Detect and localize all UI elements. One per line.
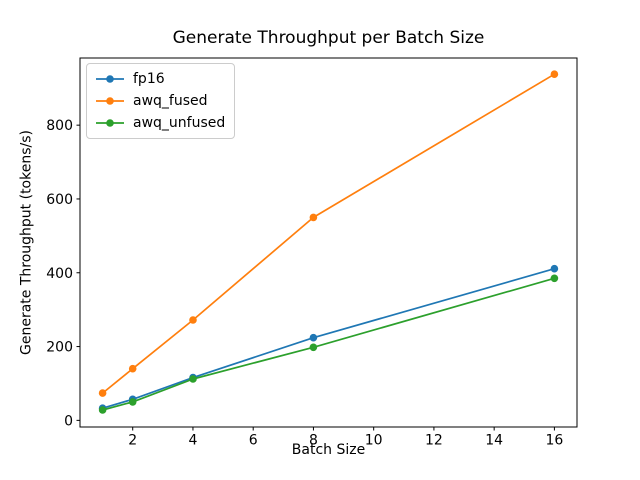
series-marker-awq_fused (128, 364, 137, 373)
x-tick-label: 16 (545, 433, 563, 449)
series-marker-awq_fused (309, 213, 318, 222)
series-marker-awq_unfused (128, 398, 137, 406)
axes-spines (79, 57, 578, 428)
x-axis-label: Batch Size (291, 442, 366, 458)
y-tick-label: 400 (46, 266, 73, 282)
x-tick-label: 4 (188, 433, 197, 449)
y-axis-label: Generate Throughput (tokens/s) (18, 130, 35, 355)
x-tick-label: 2 (128, 433, 137, 449)
series-marker-awq_fused (550, 70, 559, 78)
series-marker-awq_unfused (189, 375, 197, 383)
x-tick-label: 6 (249, 433, 258, 449)
legend-line-marker-icon (96, 119, 124, 127)
series-marker-awq_fused (98, 389, 107, 397)
legend-item-fp16: fp16 (95, 69, 225, 89)
legend-item-awq_unfused: awq_unfused (95, 113, 225, 133)
x-tick-label: 8 (309, 433, 318, 449)
legend-label: fp16 (133, 71, 165, 87)
legend-line-marker-icon (96, 97, 124, 105)
legend-item-awq_fused: awq_fused (95, 91, 225, 111)
y-tick-label: 200 (46, 340, 73, 356)
legend-line-marker-icon (96, 75, 124, 83)
x-tick-label: 12 (425, 433, 443, 449)
series-line-awq_unfused (101, 277, 556, 411)
y-tick-label: 600 (46, 192, 73, 208)
series-marker-fp16 (309, 333, 318, 342)
chart-title: Generate Throughput per Batch Size (172, 28, 485, 48)
y-tick-label: 800 (46, 118, 73, 134)
x-tick-label: 14 (485, 433, 503, 449)
legend: fp16 awq_fused awq_unfused (86, 63, 236, 139)
legend-label: awq_unfused (133, 115, 226, 131)
series-marker-awq_unfused (309, 343, 318, 352)
series-marker-awq_fused (189, 316, 197, 324)
legend-label: awq_fused (133, 93, 208, 109)
x-tick-label: 10 (365, 433, 383, 449)
series-marker-awq_unfused (550, 274, 559, 283)
series-marker-fp16 (550, 264, 559, 273)
y-tick-label: 0 (64, 413, 73, 429)
series-marker-awq_unfused (98, 406, 107, 414)
